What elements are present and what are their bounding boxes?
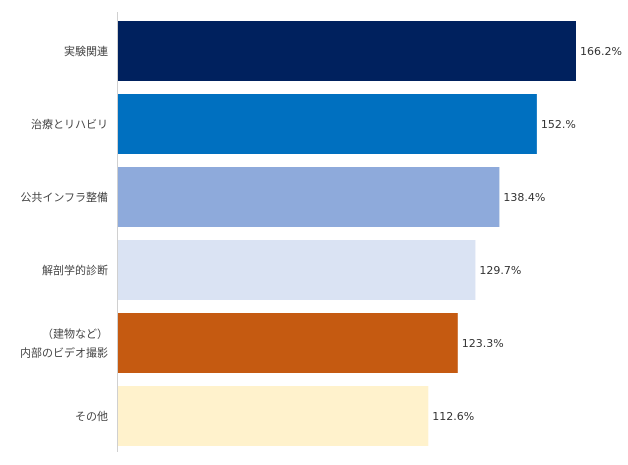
- bar: [118, 240, 476, 300]
- bar: [118, 313, 458, 373]
- bar: [118, 167, 500, 227]
- bar: [118, 386, 429, 446]
- data-label: 138.4%: [503, 191, 545, 204]
- category-label: （建物など）: [42, 327, 108, 341]
- category-label: 実験関連: [64, 44, 108, 58]
- data-label: 166.2%: [580, 45, 622, 58]
- data-label: 152.%: [541, 118, 576, 131]
- category-label: 治療とリハビリ: [31, 117, 108, 131]
- data-label: 129.7%: [479, 264, 521, 277]
- bar: [118, 21, 576, 81]
- data-label: 123.3%: [462, 337, 504, 350]
- category-label: 公共インフラ整備: [20, 190, 108, 204]
- category-label: 解剖学的診断: [42, 263, 108, 277]
- category-label: 内部のビデオ撮影: [20, 346, 108, 360]
- category-label: その他: [75, 410, 108, 423]
- data-label: 112.6%: [432, 410, 474, 423]
- bar: [118, 94, 537, 154]
